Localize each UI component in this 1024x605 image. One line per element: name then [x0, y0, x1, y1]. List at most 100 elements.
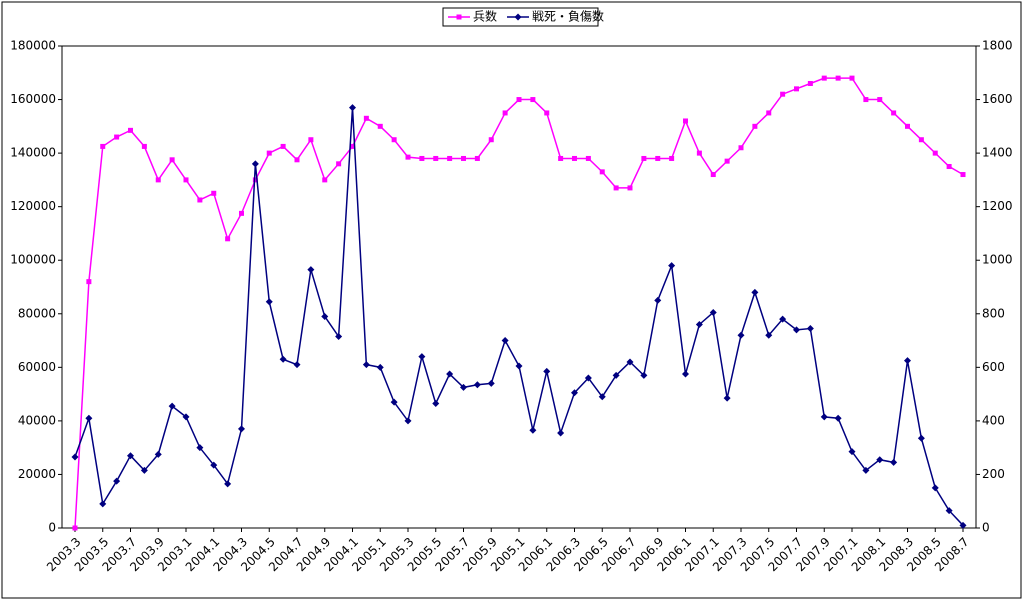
y-tick-label: 120000: [10, 199, 56, 213]
point: [419, 155, 425, 161]
point: [544, 110, 550, 116]
point: [558, 155, 564, 161]
point: [626, 358, 634, 366]
point: [113, 477, 121, 485]
point: [695, 320, 703, 328]
point: [266, 150, 272, 156]
point: [806, 325, 814, 333]
point: [820, 413, 828, 421]
y-tick-label: 0: [48, 521, 56, 535]
point: [335, 333, 343, 341]
point: [876, 456, 884, 464]
point: [169, 157, 175, 163]
legend-label: 兵数: [473, 9, 497, 24]
legend-marker: [514, 13, 522, 21]
point: [640, 371, 648, 379]
y-tick-label: 140000: [10, 146, 56, 160]
point: [239, 210, 244, 216]
point: [155, 177, 161, 183]
point: [904, 357, 911, 365]
legend-marker: [456, 14, 462, 20]
y2-tick-label: 1200: [982, 199, 1013, 213]
point: [141, 143, 147, 149]
y2-tick-label: 0: [982, 521, 990, 535]
point: [696, 150, 702, 156]
point: [931, 484, 939, 492]
point: [447, 155, 453, 161]
point: [432, 399, 440, 407]
point: [890, 458, 898, 466]
point: [612, 371, 620, 379]
point: [168, 402, 176, 410]
point: [433, 155, 439, 161]
point: [474, 155, 480, 161]
y2-tick-label: 200: [982, 467, 1005, 481]
y-tick-label: 80000: [18, 306, 56, 320]
point: [571, 389, 578, 397]
point: [572, 155, 577, 161]
point: [959, 521, 967, 529]
point: [710, 172, 716, 178]
point: [405, 154, 411, 160]
point: [128, 127, 133, 133]
point: [279, 355, 287, 363]
point: [668, 262, 676, 270]
point: [376, 363, 384, 371]
point: [99, 500, 107, 508]
point: [363, 115, 369, 121]
point: [154, 450, 162, 458]
point: [918, 137, 924, 143]
point: [71, 453, 79, 461]
point: [683, 118, 688, 124]
y-tick-label: 20000: [18, 467, 56, 481]
legend-label: 戦死・負傷数: [532, 9, 604, 24]
point: [224, 480, 232, 488]
point: [585, 155, 591, 161]
point: [461, 155, 466, 161]
point: [516, 97, 522, 103]
point: [322, 177, 328, 183]
point: [293, 361, 301, 369]
y2-tick-label: 1400: [982, 146, 1013, 160]
point: [641, 155, 647, 161]
point: [917, 434, 925, 442]
point: [251, 160, 259, 168]
point: [682, 370, 689, 378]
point: [86, 279, 92, 285]
point: [350, 143, 355, 149]
point: [210, 461, 218, 469]
point: [599, 169, 605, 175]
point: [183, 177, 189, 183]
point: [252, 177, 258, 183]
point: [877, 97, 883, 103]
point: [321, 312, 329, 320]
point: [627, 185, 633, 191]
y2-tick-label: 1800: [982, 39, 1013, 53]
point: [654, 296, 662, 304]
point: [598, 393, 606, 401]
point: [211, 190, 217, 196]
point: [723, 394, 731, 402]
point: [529, 426, 537, 434]
point: [848, 448, 856, 456]
point: [225, 236, 231, 242]
y2-tick-label: 1600: [982, 92, 1013, 106]
point: [487, 379, 495, 387]
point: [751, 288, 759, 296]
point: [862, 466, 870, 474]
y-tick-label: 180000: [10, 39, 56, 53]
point: [265, 298, 273, 306]
point: [793, 326, 800, 334]
point: [765, 331, 773, 339]
point: [280, 143, 286, 149]
point: [724, 158, 730, 164]
point: [779, 315, 787, 323]
point: [905, 123, 910, 129]
point: [446, 370, 454, 378]
point: [946, 164, 952, 169]
point: [945, 507, 953, 515]
point: [501, 337, 509, 345]
point: [196, 444, 204, 452]
point: [294, 157, 300, 163]
